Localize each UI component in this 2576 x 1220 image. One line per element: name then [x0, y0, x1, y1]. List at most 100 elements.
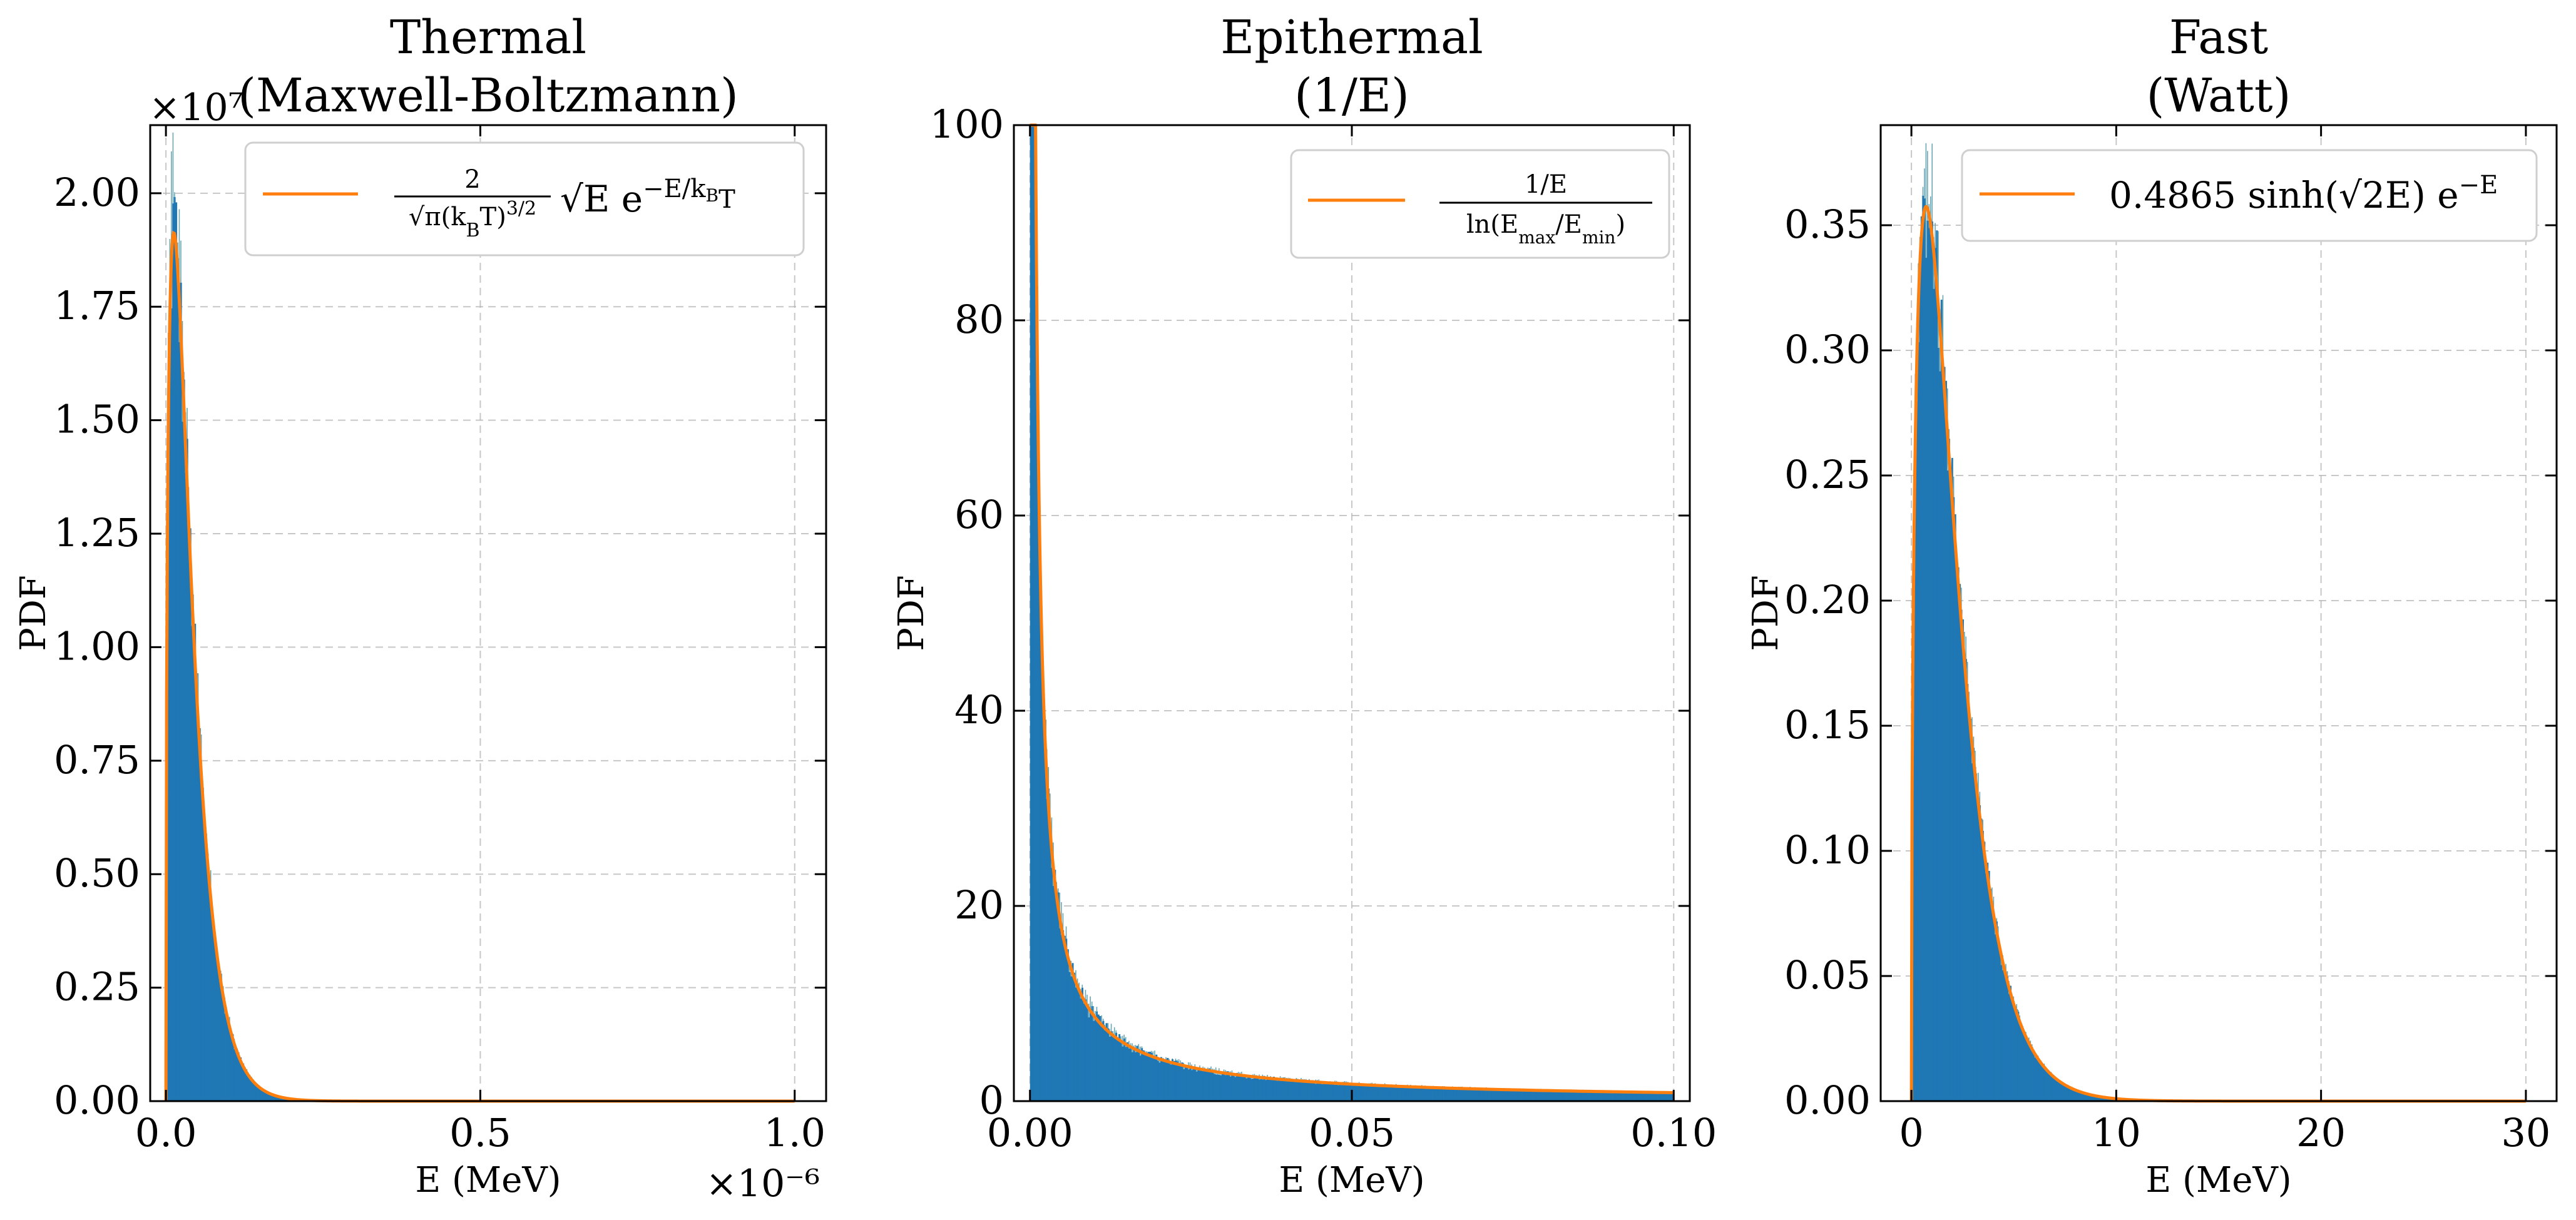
histogram-bar: [1063, 935, 1066, 1101]
histogram-bar: [1569, 1090, 1572, 1101]
histogram-bar: [2083, 1093, 2085, 1101]
y-tick-label: 0: [979, 1077, 1004, 1123]
histogram-bar: [1291, 1079, 1293, 1101]
histogram-bar: [1625, 1092, 1628, 1101]
legend-fraction-denominator: √π(kBT)3/2: [409, 198, 536, 241]
y-tick-label: 1.00: [54, 623, 140, 669]
histogram-bar: [1172, 1059, 1173, 1101]
histogram-bar: [1643, 1092, 1645, 1101]
histogram-bar: [1347, 1083, 1349, 1101]
histogram-bar: [1209, 1068, 1211, 1101]
histogram-bar: [240, 1057, 242, 1101]
histogram-bar: [2010, 985, 2012, 1101]
histogram-bar: [1226, 1071, 1229, 1101]
histogram-bar: [1437, 1086, 1439, 1101]
histogram-bar: [1336, 1084, 1338, 1101]
histogram-bar: [1606, 1092, 1608, 1101]
histogram-bar: [1627, 1092, 1629, 1101]
histogram-bar: [192, 639, 195, 1101]
histogram-bar: [2057, 1081, 2060, 1101]
histogram-bar: [1983, 841, 1986, 1101]
histogram-bar: [2028, 1045, 2030, 1101]
panel-title-line2: (1/E): [1294, 69, 1409, 123]
histogram-bar: [1914, 461, 1916, 1101]
histogram-bar: [2001, 970, 2004, 1101]
histogram-bar: [1060, 935, 1063, 1101]
histogram-bar: [1070, 976, 1072, 1101]
histogram-bar: [194, 623, 197, 1101]
histogram-bar: [1646, 1092, 1648, 1101]
histogram-bar: [1318, 1081, 1320, 1101]
histogram-bar: [2071, 1089, 2073, 1101]
histogram-bar: [1592, 1092, 1594, 1101]
histogram-bar: [1451, 1089, 1454, 1101]
histogram-bar: [1660, 1092, 1663, 1101]
histogram-bar: [1665, 1092, 1668, 1101]
histogram-bar: [1962, 619, 1964, 1101]
histogram-bar: [1204, 1069, 1206, 1101]
histogram-bar: [1923, 198, 1926, 1101]
histogram-bar: [1382, 1087, 1384, 1101]
histogram-bar: [1449, 1087, 1452, 1101]
histogram-bar: [2042, 1065, 2044, 1101]
histogram-bar: [1255, 1075, 1257, 1101]
histogram-bar: [1187, 1069, 1190, 1101]
histogram-bar: [2013, 1001, 2015, 1101]
histogram-bar: [1950, 484, 1952, 1101]
legend: 0.4865 sinh(√2E) e−E: [1961, 149, 2538, 242]
histogram-bar: [180, 282, 182, 1101]
histogram-bar: [1141, 1048, 1143, 1101]
histogram-bar: [1334, 1084, 1336, 1101]
histogram-bar: [1158, 1062, 1161, 1101]
histogram-bar: [1273, 1076, 1275, 1101]
histogram-bar: [1506, 1090, 1508, 1101]
histogram-bar: [1068, 972, 1071, 1101]
histogram-bar: [2008, 994, 2010, 1101]
histogram-bar: [2011, 999, 2013, 1101]
histogram-bar: [1235, 1072, 1238, 1101]
histogram-bar: [211, 916, 213, 1101]
panel-title-line1: Thermal: [390, 11, 586, 64]
legend-expression: √E e−E/kBT: [560, 175, 735, 220]
x-exponent-label: ×10⁻⁶: [706, 1162, 820, 1206]
histogram-bar: [1491, 1088, 1494, 1101]
histogram-bar: [2102, 1097, 2104, 1101]
histogram-bar: [1271, 1077, 1274, 1101]
histogram-bar: [1577, 1090, 1579, 1101]
histogram-bar: [2106, 1097, 2108, 1101]
histogram-bar: [1167, 1057, 1169, 1101]
histogram-bar: [1265, 1080, 1267, 1101]
histogram-bar: [1379, 1085, 1381, 1101]
panel-epithermal: Epithermal (1/E) 0.00 0.05 0.10 0 20 40 60 80 10…: [891, 11, 1717, 1201]
histogram-bar: [167, 413, 170, 1101]
legend-box: [1961, 149, 2538, 242]
histogram-bar: [2067, 1086, 2068, 1101]
histogram-bar: [1326, 1083, 1328, 1101]
histogram-bar: [1937, 347, 1940, 1101]
histogram-bar: [1247, 1076, 1249, 1101]
histogram-bar: [1367, 1085, 1370, 1101]
histogram-bar: [1670, 1093, 1673, 1101]
histogram-bar: [1548, 1090, 1550, 1101]
histogram-bar: [1030, 125, 1032, 1101]
histogram-bar: [1498, 1090, 1500, 1101]
histogram-bar: [2085, 1094, 2087, 1101]
histogram-bar: [1641, 1093, 1643, 1101]
histogram-bar: [1474, 1089, 1476, 1101]
histogram-bar: [1454, 1087, 1457, 1101]
histogram-bar: [1157, 1060, 1159, 1101]
histogram-bar: [1190, 1070, 1193, 1101]
histogram-bar: [1212, 1070, 1214, 1101]
histogram-bar: [1199, 1069, 1201, 1101]
histogram-bar: [1221, 1072, 1224, 1101]
histogram-bar: [1618, 1092, 1621, 1101]
histogram-bar: [1519, 1090, 1521, 1101]
histogram-bar: [224, 1014, 226, 1101]
histogram-bar: [1977, 810, 1980, 1101]
histogram-bar: [1091, 1006, 1093, 1101]
y-axis-label: PDF: [1745, 575, 1786, 651]
histogram-bar: [178, 342, 181, 1101]
histogram-bar: [2060, 1081, 2063, 1101]
histogram-bar: [1205, 1071, 1207, 1101]
histogram-bar: [1942, 377, 1945, 1102]
